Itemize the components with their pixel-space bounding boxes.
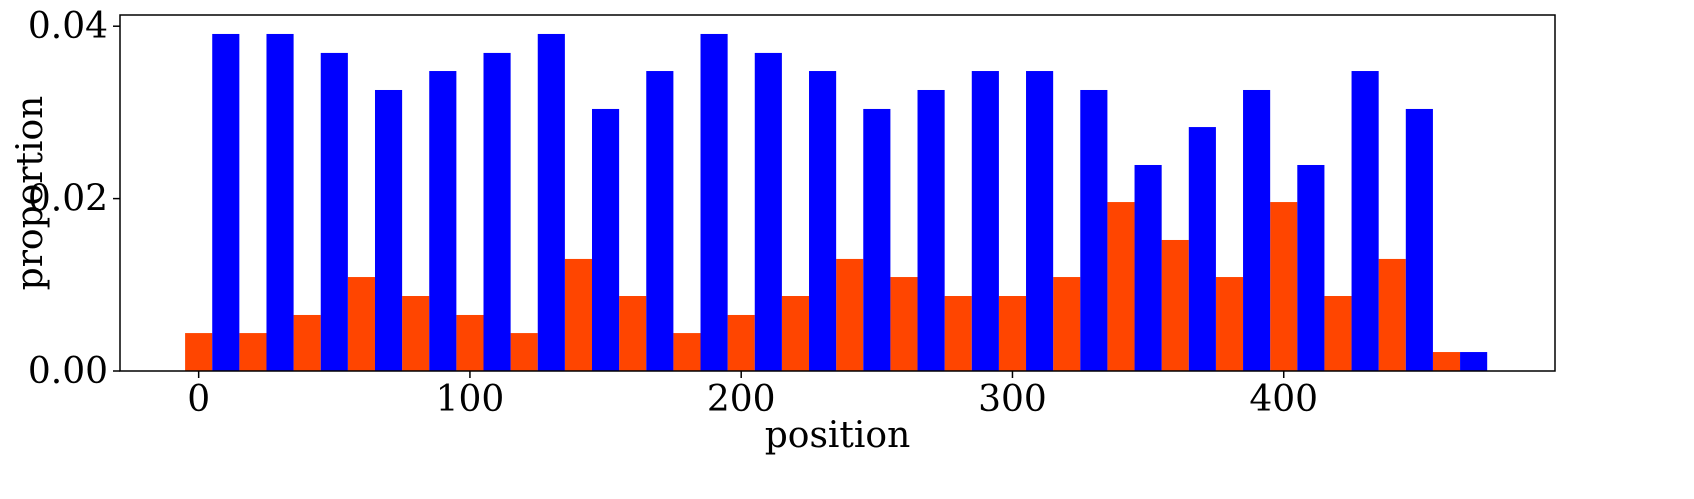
bar-series1-bin11 [727, 314, 755, 371]
bar-series2-bin14 [917, 89, 945, 372]
bar-series1-bin22 [1324, 296, 1352, 371]
bar-series2-bin4 [374, 89, 403, 372]
x-tick-label: 300 [978, 379, 1047, 420]
bar-series2-bin17 [1080, 89, 1108, 372]
bar-series1-bin8 [564, 258, 593, 371]
bar-series2-bin19 [1188, 127, 1216, 371]
bar-series1-bin21 [1270, 202, 1298, 371]
y-tick-label: 0.04 [28, 6, 108, 47]
bar-series1-bin2 [239, 333, 267, 371]
bar-series2-bin16 [1026, 71, 1054, 371]
bar-series1-bin23 [1378, 258, 1406, 371]
bar-series2-bin13 [863, 108, 891, 372]
bar-series2-bin12 [809, 71, 837, 371]
bar-series1-bin7 [510, 333, 538, 371]
x-tick-label: 0 [187, 379, 210, 420]
x-tick-label: 400 [1249, 379, 1318, 420]
bar-series1-bin10 [673, 333, 701, 371]
bar-series2-bin23 [1405, 108, 1433, 372]
y-axis-label: proportion [10, 96, 51, 291]
bar-series2-bin5 [429, 71, 457, 371]
bar-series2-bin8 [592, 108, 620, 372]
bar-series1-bin19 [1161, 239, 1189, 371]
x-tick-label: 200 [707, 379, 776, 420]
bar-series2-bin6 [483, 52, 511, 372]
plot-frame [119, 14, 1556, 372]
bar-series1-bin17 [1053, 277, 1081, 371]
bar-series1-bin13 [836, 258, 864, 371]
bar-series2-bin15 [971, 71, 999, 371]
x-axis-label: position [765, 415, 911, 456]
bar-series1-bin5 [402, 296, 430, 371]
y-tick-label: 0.00 [28, 351, 108, 392]
bar-series1-bin14 [890, 277, 918, 371]
x-axis: 0 100 200 300 400 [187, 371, 1318, 420]
bar-series2-bin10 [700, 33, 728, 372]
bar-series2-bin3 [320, 52, 348, 372]
bar-series1-bin24 [1432, 352, 1461, 371]
bar-series2-bin18 [1134, 164, 1162, 371]
bar-series2-bin9 [646, 71, 674, 371]
bar-series2-bin7 [537, 33, 565, 372]
bar-series1-bin18 [1107, 202, 1135, 371]
bar-series2-bin11 [754, 52, 782, 372]
bar-series2-bin24 [1460, 352, 1488, 371]
x-tick-label: 100 [436, 379, 505, 420]
bar-series1-bin9 [619, 296, 647, 371]
bar-series2-bin21 [1297, 164, 1325, 371]
bar-series1-bin20 [1215, 277, 1244, 371]
bar-series1-bin6 [456, 314, 484, 371]
bar-series2-bin22 [1351, 71, 1379, 371]
bar-series2-bin1 [212, 33, 240, 372]
bar-series1-bin1 [185, 333, 213, 371]
bar-series1-bin12 [781, 296, 810, 371]
bar-series1-bin3 [293, 314, 321, 371]
bar-series1-bin16 [998, 296, 1027, 371]
bar-series1-bin4 [347, 277, 375, 371]
bar-series1-bin15 [944, 296, 972, 371]
y-axis: 0.00 0.02 0.04 [28, 6, 120, 392]
y-tick-label: 0.02 [28, 179, 108, 220]
bar-series2-bin2 [266, 33, 294, 372]
bars-group [185, 33, 1488, 372]
bar-series2-bin20 [1243, 89, 1271, 372]
